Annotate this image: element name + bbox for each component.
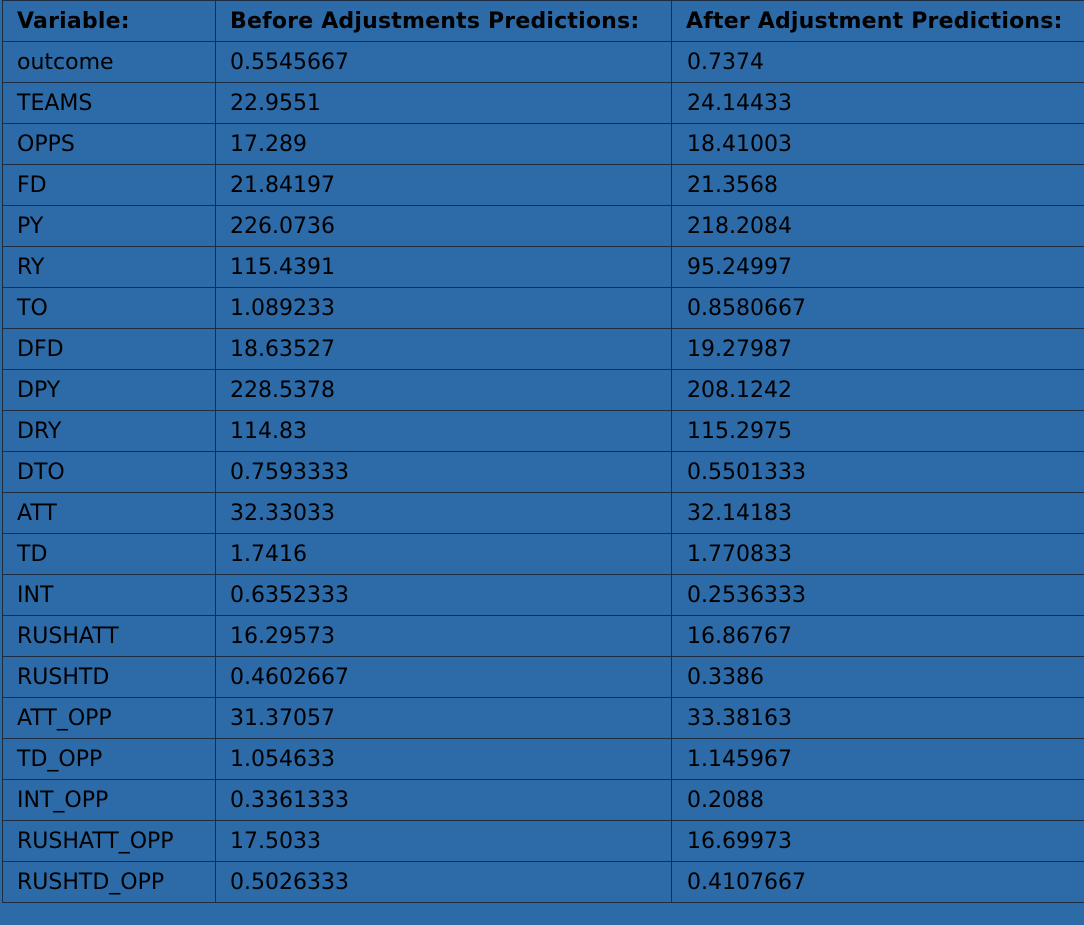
table-row: INT 0.6352333 0.2536333 <box>2 574 1084 616</box>
variable-cell: INT_OPP <box>2 779 216 821</box>
table-row: DPY 228.5378 208.1242 <box>2 369 1084 411</box>
table-row: RY 115.4391 95.24997 <box>2 246 1084 288</box>
before-value-cell: 0.4602667 <box>215 656 672 698</box>
header-variable: Variable: <box>2 0 216 42</box>
after-value-cell: 21.3568 <box>671 164 1084 206</box>
after-value-cell: 19.27987 <box>671 328 1084 370</box>
after-value-cell: 18.41003 <box>671 123 1084 165</box>
table-row: FD 21.84197 21.3568 <box>2 164 1084 206</box>
table-row: TD 1.7416 1.770833 <box>2 533 1084 575</box>
after-value-cell: 24.14433 <box>671 82 1084 124</box>
before-value-cell: 32.33033 <box>215 492 672 534</box>
table-row: INT_OPP 0.3361333 0.2088 <box>2 779 1084 821</box>
after-value-cell: 1.145967 <box>671 738 1084 780</box>
variable-cell: RUSHTD_OPP <box>2 861 216 903</box>
variable-cell: ATT <box>2 492 216 534</box>
variable-cell: PY <box>2 205 216 247</box>
before-value-cell: 17.289 <box>215 123 672 165</box>
table-row: TD_OPP 1.054633 1.145967 <box>2 738 1084 780</box>
after-value-cell: 208.1242 <box>671 369 1084 411</box>
table-row: RUSHTD 0.4602667 0.3386 <box>2 656 1084 698</box>
table-row: RUSHATT_OPP 17.5033 16.69973 <box>2 820 1084 862</box>
table-row: TEAMS 22.9551 24.14433 <box>2 82 1084 124</box>
before-value-cell: 31.37057 <box>215 697 672 739</box>
table-row: DRY 114.83 115.2975 <box>2 410 1084 452</box>
before-value-cell: 1.089233 <box>215 287 672 329</box>
after-value-cell: 1.770833 <box>671 533 1084 575</box>
variable-cell: TEAMS <box>2 82 216 124</box>
before-value-cell: 21.84197 <box>215 164 672 206</box>
before-value-cell: 18.63527 <box>215 328 672 370</box>
variable-cell: DTO <box>2 451 216 493</box>
after-value-cell: 0.2088 <box>671 779 1084 821</box>
table-row: ATT_OPP 31.37057 33.38163 <box>2 697 1084 739</box>
after-value-cell: 115.2975 <box>671 410 1084 452</box>
before-value-cell: 17.5033 <box>215 820 672 862</box>
table-row: PY 226.0736 218.2084 <box>2 205 1084 247</box>
before-value-cell: 1.054633 <box>215 738 672 780</box>
table-header: Variable: Before Adjustments Predictions… <box>2 0 1084 42</box>
after-value-cell: 32.14183 <box>671 492 1084 534</box>
predictions-table: Variable: Before Adjustments Predictions… <box>2 0 1084 903</box>
variable-cell: TD_OPP <box>2 738 216 780</box>
after-value-cell: 0.4107667 <box>671 861 1084 903</box>
after-value-cell: 218.2084 <box>671 205 1084 247</box>
table-row: TO 1.089233 0.8580667 <box>2 287 1084 329</box>
variable-cell: ATT_OPP <box>2 697 216 739</box>
table-row: DFD 18.63527 19.27987 <box>2 328 1084 370</box>
after-value-cell: 0.8580667 <box>671 287 1084 329</box>
table-row: RUSHTD_OPP 0.5026333 0.4107667 <box>2 861 1084 903</box>
table-row: DTO 0.7593333 0.5501333 <box>2 451 1084 493</box>
after-value-cell: 0.2536333 <box>671 574 1084 616</box>
after-value-cell: 16.86767 <box>671 615 1084 657</box>
variable-cell: FD <box>2 164 216 206</box>
after-value-cell: 0.5501333 <box>671 451 1084 493</box>
after-value-cell: 33.38163 <box>671 697 1084 739</box>
table-body: outcome 0.5545667 0.7374 TEAMS 22.9551 24.144… <box>2 41 1084 903</box>
variable-cell: RY <box>2 246 216 288</box>
before-value-cell: 115.4391 <box>215 246 672 288</box>
before-value-cell: 228.5378 <box>215 369 672 411</box>
before-value-cell: 114.83 <box>215 410 672 452</box>
before-value-cell: 0.7593333 <box>215 451 672 493</box>
variable-cell: outcome <box>2 41 216 83</box>
variable-cell: DRY <box>2 410 216 452</box>
variable-cell: TO <box>2 287 216 329</box>
before-value-cell: 0.6352333 <box>215 574 672 616</box>
after-value-cell: 16.69973 <box>671 820 1084 862</box>
table-row: RUSHATT 16.29573 16.86767 <box>2 615 1084 657</box>
variable-cell: OPPS <box>2 123 216 165</box>
table-row: outcome 0.5545667 0.7374 <box>2 41 1084 83</box>
after-value-cell: 0.7374 <box>671 41 1084 83</box>
variable-cell: DFD <box>2 328 216 370</box>
header-before-adjustments: Before Adjustments Predictions: <box>215 0 672 42</box>
after-value-cell: 95.24997 <box>671 246 1084 288</box>
before-value-cell: 1.7416 <box>215 533 672 575</box>
variable-cell: INT <box>2 574 216 616</box>
before-value-cell: 22.9551 <box>215 82 672 124</box>
before-value-cell: 0.5026333 <box>215 861 672 903</box>
table-row: OPPS 17.289 18.41003 <box>2 123 1084 165</box>
after-value-cell: 0.3386 <box>671 656 1084 698</box>
variable-cell: RUSHTD <box>2 656 216 698</box>
before-value-cell: 226.0736 <box>215 205 672 247</box>
before-value-cell: 0.3361333 <box>215 779 672 821</box>
before-value-cell: 16.29573 <box>215 615 672 657</box>
variable-cell: TD <box>2 533 216 575</box>
before-value-cell: 0.5545667 <box>215 41 672 83</box>
variable-cell: DPY <box>2 369 216 411</box>
header-after-adjustment: After Adjustment Predictions: <box>671 0 1084 42</box>
header-row: Variable: Before Adjustments Predictions… <box>2 0 1084 42</box>
variable-cell: RUSHATT_OPP <box>2 820 216 862</box>
variable-cell: RUSHATT <box>2 615 216 657</box>
table-row: ATT 32.33033 32.14183 <box>2 492 1084 534</box>
bottom-band <box>0 911 1084 925</box>
